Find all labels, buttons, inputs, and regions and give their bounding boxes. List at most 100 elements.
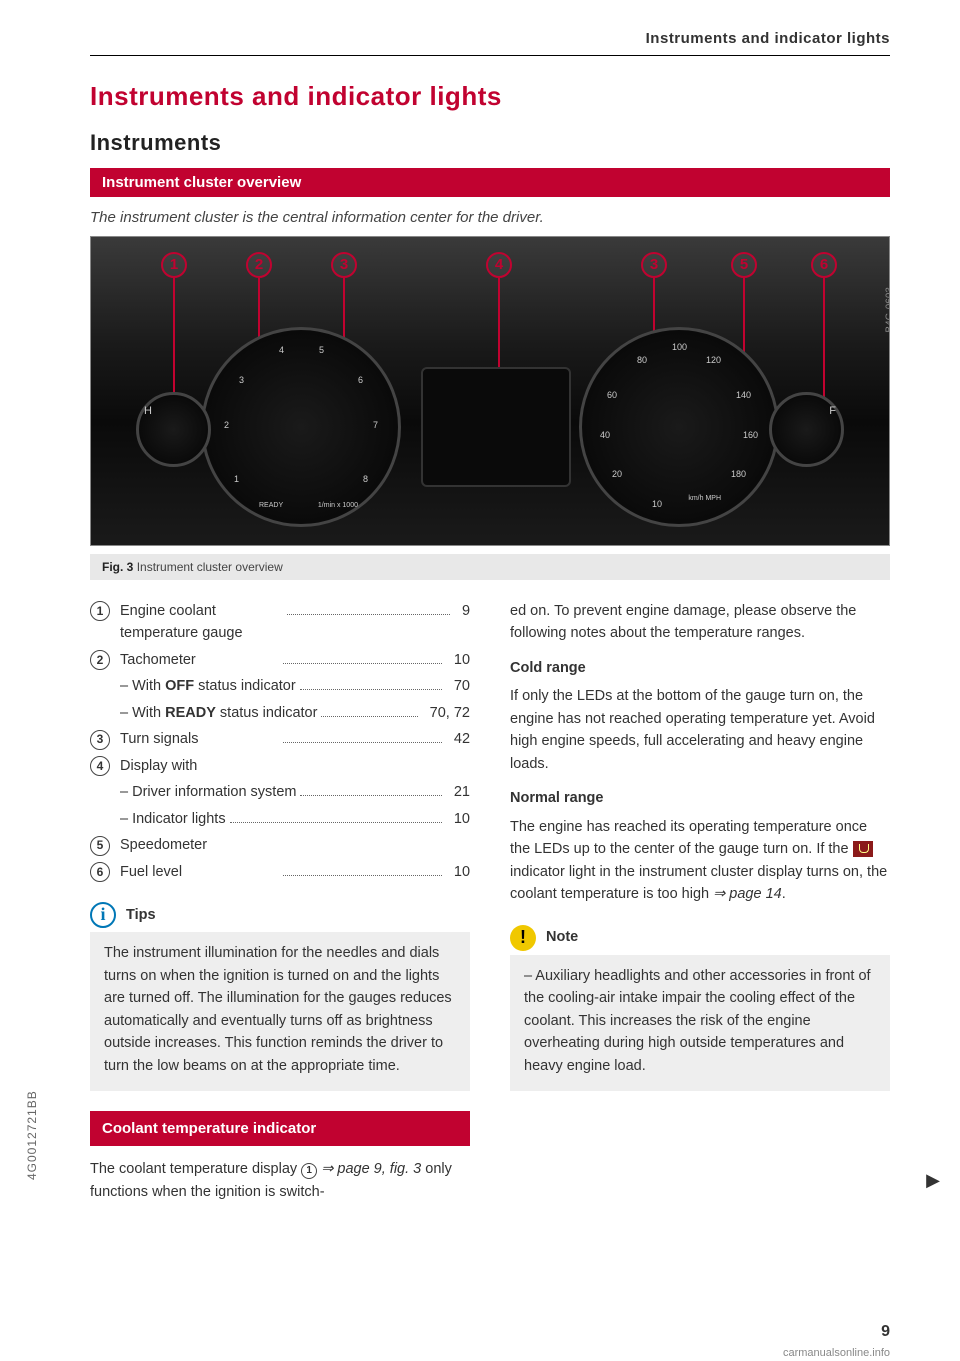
- leader-dots: [283, 875, 442, 876]
- item-num: 4: [90, 756, 110, 776]
- page-ref: 42: [446, 728, 470, 750]
- page-ref: 21: [446, 781, 470, 803]
- page-ref: 10: [446, 861, 470, 883]
- callout-5: 5: [731, 252, 757, 278]
- item-label: Speedometer: [120, 834, 470, 856]
- tick: 2: [224, 420, 229, 430]
- left-column: 1 Engine coolant temperature gauge 9 2 T…: [90, 600, 470, 1203]
- item-num: 6: [90, 862, 110, 882]
- callout-3: 3: [331, 252, 357, 278]
- normal-range-text: The engine has reached its operating tem…: [510, 816, 890, 906]
- overview-caption: The instrument cluster is the central in…: [90, 209, 890, 226]
- tachometer-dial: 1 2 3 4 5 6 7 8 READY 1/min x 1000: [201, 327, 401, 527]
- item-num: 1: [90, 601, 110, 621]
- tips-box: i Tips The instrument illumination for t…: [90, 898, 470, 1091]
- units-label: km/h MPH: [688, 495, 721, 502]
- fig-text: Instrument cluster overview: [137, 560, 283, 574]
- coolant-intro: The coolant temperature display 1 ⇒ page…: [90, 1158, 470, 1203]
- temp-h: H: [144, 405, 152, 417]
- tick: 40: [600, 430, 610, 440]
- sub-label: – Driver information system: [120, 781, 296, 803]
- sub-label: – Indicator lights: [120, 808, 226, 830]
- item-label: Display with: [120, 755, 470, 777]
- list-sub-item: – With OFF status indicator 70: [120, 675, 470, 697]
- leader-dots: [287, 614, 450, 615]
- callout-3b: 3: [641, 252, 667, 278]
- normal-range-heading: Normal range: [510, 787, 890, 809]
- page-ref: 10: [446, 649, 470, 671]
- tick: 80: [637, 355, 647, 365]
- list-item: 3 Turn signals 42: [90, 728, 470, 750]
- fuel-gauge: F: [769, 392, 844, 467]
- info-icon: i: [90, 902, 116, 928]
- callout-line: [173, 278, 175, 408]
- cold-range-heading: Cold range: [510, 657, 890, 679]
- running-header: Instruments and indicator lights: [90, 30, 890, 56]
- note-box: ! Note – Auxiliary headlights and other …: [510, 921, 890, 1091]
- ready-label: READY: [259, 502, 283, 509]
- page-ref: 9: [454, 600, 470, 622]
- note-label: Note: [546, 926, 578, 948]
- overview-bar: Instrument cluster overview: [90, 168, 890, 197]
- item-label: Tachometer: [120, 649, 279, 671]
- speedometer-dial: 10 20 40 60 80 100 120 140 160 180 km/h …: [579, 327, 779, 527]
- item-label: Engine coolant temperature gauge: [120, 600, 283, 645]
- callout-line: [823, 278, 825, 408]
- tick: 3: [239, 375, 244, 385]
- units-label: 1/min x 1000: [318, 502, 358, 509]
- item-label: Fuel level: [120, 861, 279, 883]
- callout-1: 1: [161, 252, 187, 278]
- sub-label: – With OFF status indicator: [120, 675, 296, 697]
- item-label: Turn signals: [120, 728, 279, 750]
- tick: 7: [373, 420, 378, 430]
- leader-dots: [300, 795, 441, 796]
- fuel-f: F: [829, 405, 836, 417]
- center-display: [421, 367, 571, 487]
- tick: 160: [743, 430, 758, 440]
- list-sub-item: – With READY status indicator 70, 72: [120, 702, 470, 724]
- leader-dots: [283, 742, 442, 743]
- tick: 180: [731, 469, 746, 479]
- page-title: Instruments and indicator lights: [90, 81, 890, 112]
- note-body: – Auxiliary headlights and other accesso…: [510, 955, 890, 1091]
- tick: 8: [363, 474, 368, 484]
- fig-num: Fig. 3: [102, 560, 133, 574]
- tick: 60: [607, 390, 617, 400]
- tips-label: Tips: [126, 904, 156, 926]
- tick: 6: [358, 375, 363, 385]
- page-ref: 10: [446, 808, 470, 830]
- page-number: 9: [881, 1323, 890, 1341]
- continue-arrow-icon: ▶: [926, 1170, 940, 1191]
- leader-dots: [321, 716, 417, 717]
- footer-source: carmanualsonline.info: [783, 1347, 890, 1359]
- coolant-warning-icon: [853, 841, 873, 857]
- callout-line: [343, 278, 345, 338]
- callout-4: 4: [486, 252, 512, 278]
- warning-icon: !: [510, 925, 536, 951]
- tick: 1: [234, 474, 239, 484]
- sub-label: – With READY status indicator: [120, 702, 317, 724]
- list-sub-item: – Driver information system 21: [120, 781, 470, 803]
- tick: 120: [706, 355, 721, 365]
- tick: 100: [672, 342, 687, 352]
- callout-6: 6: [811, 252, 837, 278]
- item-num: 3: [90, 730, 110, 750]
- figure-instrument-cluster: 1 2 3 4 3 5 6 1 2 3 4 5 6 7 8 READY 1/mi…: [90, 236, 890, 546]
- page-ref: 70: [446, 675, 470, 697]
- right-column: ed on. To prevent engine damage, please …: [510, 600, 890, 1203]
- leader-dots: [283, 663, 442, 664]
- continuation-text: ed on. To prevent engine damage, please …: [510, 600, 890, 645]
- tick: 5: [319, 345, 324, 355]
- list-item: 5 Speedometer: [90, 834, 470, 856]
- item-num: 5: [90, 836, 110, 856]
- leader-dots: [300, 689, 442, 690]
- figure-caption: Fig. 3 Instrument cluster overview: [90, 554, 890, 580]
- document-id: 4G0012721BB: [25, 1090, 39, 1180]
- tick: 10: [652, 499, 662, 509]
- item-num: 2: [90, 650, 110, 670]
- tips-body: The instrument illumination for the need…: [90, 932, 470, 1091]
- list-item: 2 Tachometer 10: [90, 649, 470, 671]
- tick: 140: [736, 390, 751, 400]
- tick: 20: [612, 469, 622, 479]
- tick: 4: [279, 345, 284, 355]
